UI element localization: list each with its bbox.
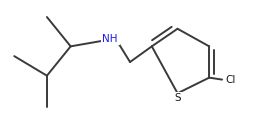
- Text: Cl: Cl: [225, 75, 235, 85]
- Text: S: S: [174, 93, 181, 103]
- Text: NH: NH: [103, 33, 118, 44]
- Text: Cl: Cl: [225, 75, 235, 85]
- Text: NH: NH: [103, 33, 118, 44]
- Text: S: S: [174, 93, 181, 103]
